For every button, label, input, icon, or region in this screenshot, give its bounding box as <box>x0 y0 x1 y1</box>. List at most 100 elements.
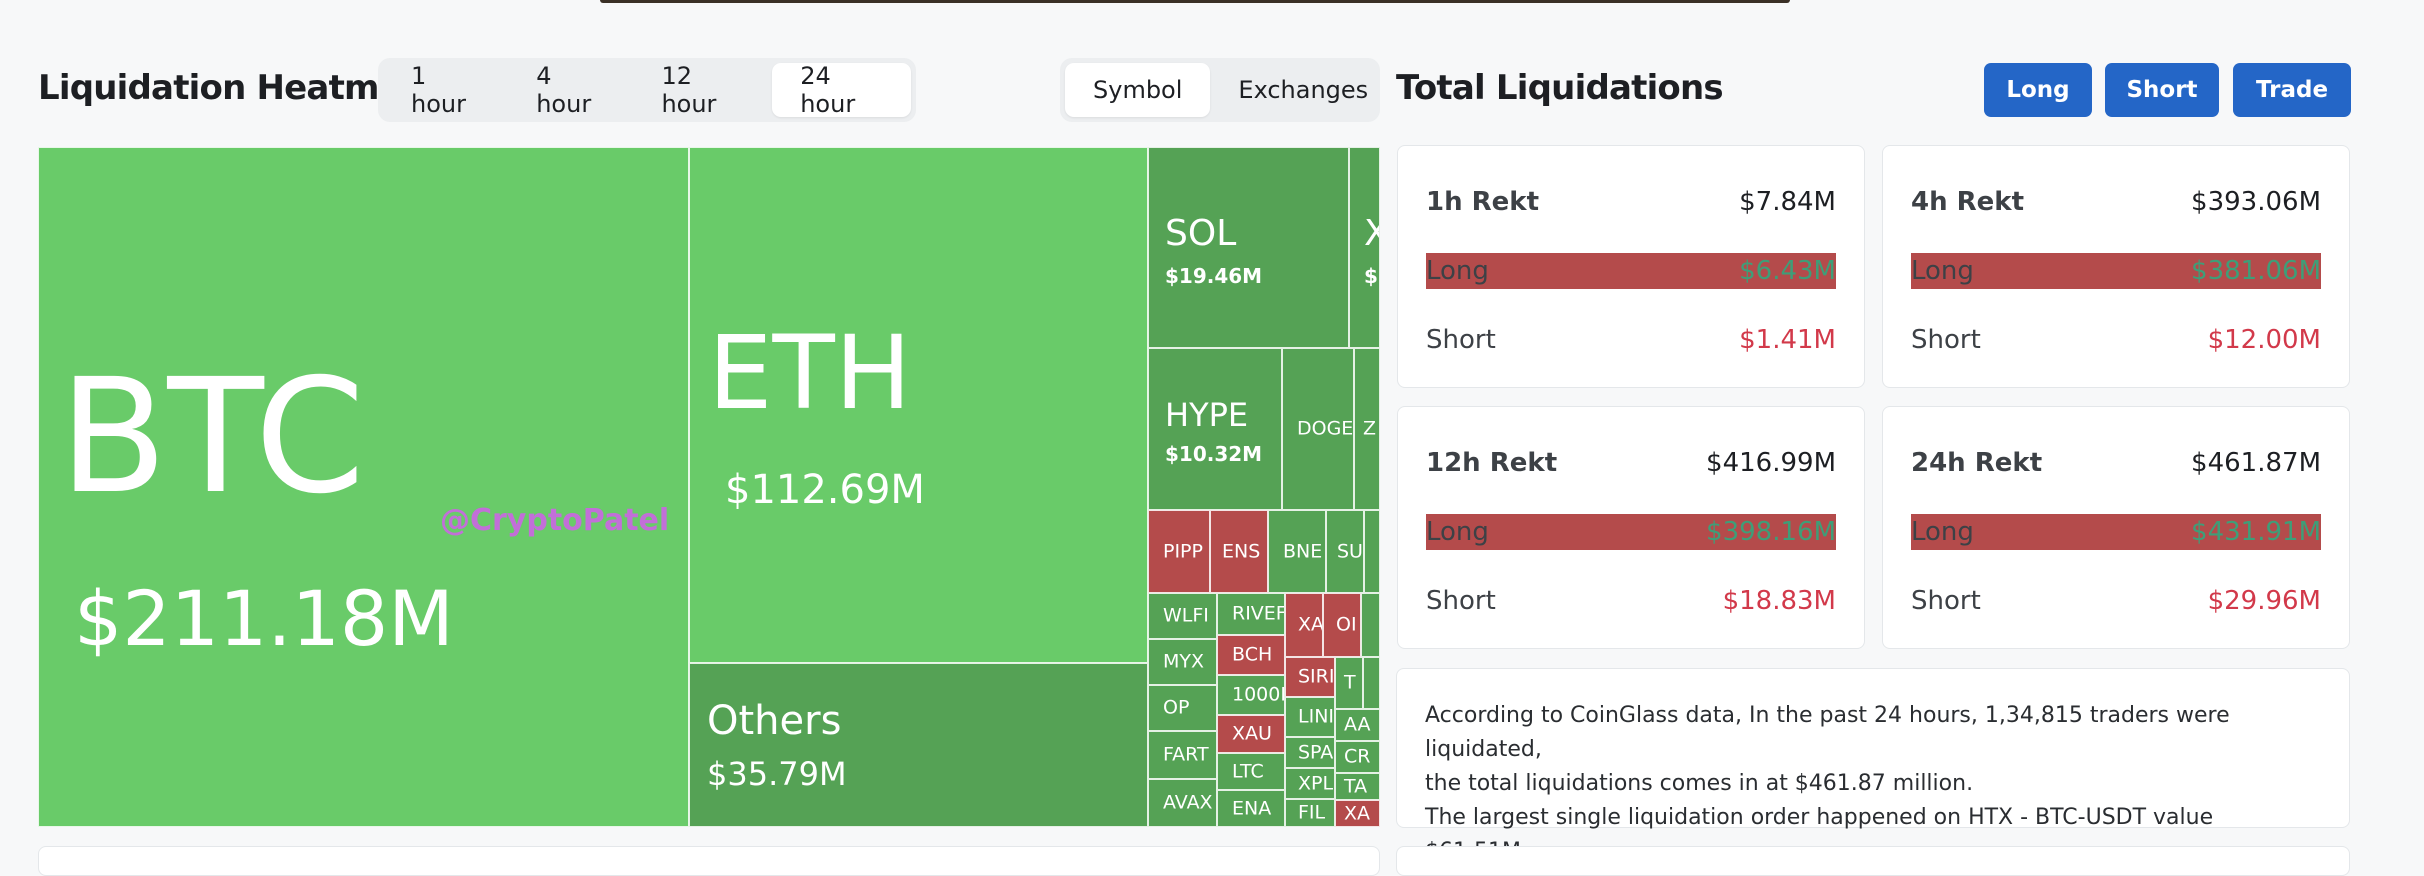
tile-op[interactable]: OP <box>1148 685 1217 731</box>
trade-button[interactable]: Trade <box>2233 63 2351 117</box>
tab-24-hour[interactable]: 24 hour <box>772 62 911 118</box>
tile-xa[interactable]: XA <box>1285 593 1323 657</box>
lower-panel-right <box>1396 846 2350 876</box>
tile-sui[interactable]: SU <box>1326 510 1364 593</box>
tile-symbol: SU <box>1337 540 1363 562</box>
tile-value: $19.46M <box>1165 264 1263 288</box>
tile-symbol: BCH <box>1232 643 1273 666</box>
tile-myx[interactable]: MYX <box>1148 639 1217 685</box>
tab-12-hour[interactable]: 12 hour <box>661 62 717 118</box>
tile-fart[interactable]: FART <box>1148 731 1217 779</box>
tab-symbol[interactable]: Symbol <box>1065 63 1211 117</box>
tile-symbol: LINI <box>1298 705 1335 728</box>
tile-wlfi[interactable]: WLFI <box>1148 593 1217 639</box>
tile-z-partial[interactable]: Z <box>1354 348 1380 510</box>
tile-xau[interactable]: XAU <box>1217 715 1285 753</box>
rekt-card-4h: 4h Rekt $393.06M Long $381.06M Short $12.00… <box>1882 145 2350 388</box>
liquidation-treemap: BTC $211.18M ETH $112.69M Others $35.79M… <box>38 147 1380 827</box>
tile-ena[interactable]: ENA <box>1217 790 1285 827</box>
tile-value: $211.18M <box>74 574 454 663</box>
tile-eth[interactable]: ETH $112.69M <box>689 147 1148 663</box>
tile-symbol: XA <box>1344 802 1371 824</box>
time-range-selector: 1 hour 4 hour 12 hour 24 hour <box>378 58 916 122</box>
tile-pipp[interactable]: PIPP <box>1148 510 1210 593</box>
tile-aa[interactable]: AA <box>1335 709 1380 741</box>
tile-1000[interactable]: 1000F <box>1217 675 1285 715</box>
tile-t[interactable]: T <box>1335 657 1363 709</box>
tile-symbol: T <box>1344 671 1356 694</box>
tile-river[interactable]: RIVEF <box>1217 593 1285 635</box>
short-value: $29.96M <box>2207 586 2321 616</box>
top-banner-edge <box>600 0 1790 3</box>
long-label: Long <box>1911 256 1974 286</box>
long-button[interactable]: Long <box>1984 63 2092 117</box>
tile-value: $10.32M <box>1165 442 1263 466</box>
tile-symbol: XPL <box>1298 772 1334 794</box>
tile-symbol: SPA <box>1298 741 1334 763</box>
tile-cr[interactable]: CR <box>1335 741 1380 773</box>
tile-symbol: FART <box>1163 743 1209 766</box>
tile-btc[interactable]: BTC $211.18M <box>38 147 689 827</box>
tile-symbol: AVAX <box>1163 791 1213 814</box>
tile-value: $ <box>1364 264 1378 288</box>
tile-symbol: RIVEF <box>1232 602 1285 625</box>
tile-ta[interactable]: TA <box>1335 773 1380 800</box>
short-value: $18.83M <box>1722 586 1836 616</box>
tile-symbol: OP <box>1163 696 1190 719</box>
tile-symbol: ENA <box>1232 797 1272 819</box>
short-label: Short <box>1911 325 1981 355</box>
tile-symbol: TA <box>1344 775 1368 797</box>
long-value: $398.16M <box>1706 517 1836 547</box>
tile-symbol: AA <box>1344 713 1371 736</box>
view-mode-selector: Symbol Exchanges <box>1060 58 1380 122</box>
card-total: $393.06M <box>2191 187 2321 217</box>
tile-link[interactable]: LINI <box>1285 697 1335 737</box>
tile-spa[interactable]: SPA <box>1285 737 1335 768</box>
tab-1-hour[interactable]: 1 hour <box>411 62 466 118</box>
tile-hype[interactable]: HYPE $10.32M <box>1148 348 1282 510</box>
tile-others[interactable]: Others $35.79M <box>689 663 1148 827</box>
tile-unlabeled[interactable] <box>1363 657 1380 709</box>
watermark: @CryptoPatel <box>440 503 670 538</box>
tile-symbol: LTC <box>1232 760 1264 782</box>
tile-symbol: XAU <box>1232 722 1272 745</box>
card-total: $461.87M <box>2191 448 2321 478</box>
tile-ens[interactable]: ENS <box>1210 510 1268 593</box>
total-liquidations-title: Total Liquidations <box>1396 68 1724 108</box>
short-label: Short <box>1426 325 1496 355</box>
tile-fil[interactable]: FIL <box>1285 799 1335 827</box>
tab-4-hour[interactable]: 4 hour <box>536 62 592 118</box>
tile-xa-small[interactable]: XA <box>1335 800 1380 827</box>
tile-symbol: X <box>1364 216 1379 252</box>
tile-xpl[interactable]: XPL <box>1285 768 1335 799</box>
tile-x-partial[interactable]: X $ <box>1349 147 1380 348</box>
tile-symbol: BTC <box>59 345 365 529</box>
tile-unlabeled[interactable] <box>1361 593 1380 657</box>
summary-line: According to CoinGlass data, In the past… <box>1425 703 2230 762</box>
tile-symbol: BNE <box>1283 540 1323 562</box>
tile-ltc[interactable]: LTC <box>1217 753 1285 790</box>
long-label: Long <box>1426 517 1489 547</box>
tab-exchanges[interactable]: Exchanges <box>1238 76 1369 104</box>
tile-symbol: PIPP <box>1163 540 1203 562</box>
tile-symbol: XA <box>1298 613 1323 636</box>
card-label: 1h Rekt <box>1426 187 1540 217</box>
tile-symbol: HYPE <box>1165 396 1249 434</box>
tile-bnb[interactable]: BNE <box>1268 510 1326 593</box>
tile-bch[interactable]: BCH <box>1217 635 1285 675</box>
tile-unlabeled[interactable] <box>1364 510 1380 593</box>
tile-symbol: OI <box>1336 613 1357 636</box>
tile-doge[interactable]: DOGE <box>1282 348 1354 510</box>
tile-sol[interactable]: SOL $19.46M <box>1148 147 1349 348</box>
short-button[interactable]: Short <box>2105 63 2219 117</box>
tile-sir[interactable]: SIRI <box>1285 657 1335 697</box>
rekt-card-24h: 24h Rekt $461.87M Long $431.91M Short $29.9… <box>1882 406 2350 649</box>
heatmap-title: Liquidation Heatmap <box>38 68 425 108</box>
long-value: $6.43M <box>1739 256 1836 286</box>
tile-value: $112.69M <box>725 467 925 513</box>
tile-avax[interactable]: AVAX <box>1148 779 1217 827</box>
rekt-card-1h: 1h Rekt $7.84M Long $6.43M Short $1.41M <box>1397 145 1865 388</box>
tile-symbol: SOL <box>1165 213 1237 254</box>
long-label: Long <box>1426 256 1489 286</box>
tile-oi[interactable]: OI <box>1323 593 1361 657</box>
